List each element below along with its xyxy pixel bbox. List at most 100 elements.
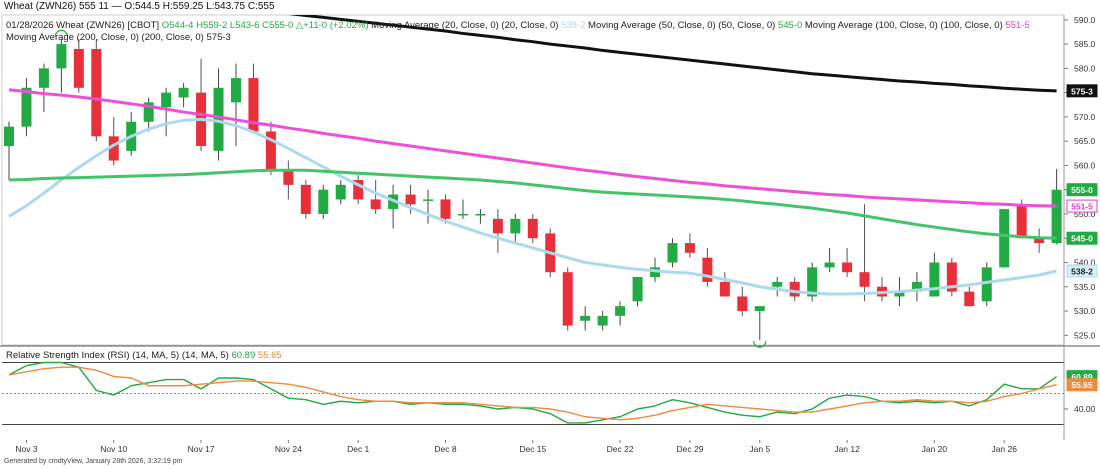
candle-down [859,272,870,287]
x-tick-label: Dec 29 [676,444,703,454]
x-tick-label: Dec 22 [607,444,634,454]
legend-part: Moving Average (200, Close, 0) (200, Clo… [6,32,204,43]
swing-high-marker [54,29,68,37]
candle-up [510,218,521,234]
chart-area[interactable]: Nov 3 Nov 10 Nov 17 Nov 24 Dec 1 Dec 8 Dec 15 D… [0,14,1100,458]
ma-line-1 [8,117,1057,296]
candle-up [161,92,172,108]
price-tick-label: 530.0 [1074,306,1096,316]
rsi-ma-line [8,366,1057,421]
candle-down [527,218,538,239]
rsi-lines [8,361,1058,424]
legend-part: O544-4 H559-2 L543-6 C555-0 △+11-0 (+2.0… [159,20,368,31]
moving-average-lines [8,15,1057,296]
candle-up [21,87,32,127]
candle-up [894,291,905,297]
price-tick-label: 525.0 [1074,330,1096,340]
value-tag-label: 551-5 [1071,202,1093,212]
price-legend-line-1: 01/28/2026 Wheat (ZWN26) [CBOT] O544-4 H… [6,20,1030,31]
price-tick-label: 585.0 [1074,39,1096,49]
x-tick-label: Jan 5 [749,444,770,454]
ma-line-4 [287,15,1057,93]
ma-line-3 [8,88,1057,208]
candle-down [562,272,573,326]
legend-part: 538-2 [558,20,585,31]
price-legend-line-2: Moving Average (200, Close, 0) (200, Clo… [6,32,231,43]
candle-down [1034,238,1045,244]
candle-up [475,213,486,216]
candle-down [737,296,748,312]
legend-part: 55.65 [255,350,281,361]
price-tick-label: 560.0 [1074,160,1096,170]
candle-down [492,218,503,234]
candle-down [789,281,800,297]
value-tag-label: 575-3 [1071,86,1093,96]
value-tag: 55.65 [1066,378,1098,392]
candle-up [1051,189,1062,244]
candle-up [824,262,835,268]
value-tag: 551-5 [1066,199,1098,213]
value-tag-label: 60.89 [1071,372,1093,382]
price-tick-label: 580.0 [1074,63,1096,73]
window-title: Wheat (ZWN26) 555 11 — O:544.5 H:559.25 … [4,1,275,12]
x-tick-label: Nov 24 [275,444,302,454]
candle-down [248,78,259,132]
candle-up [230,78,241,103]
value-tag-label: 538-2 [1071,266,1093,276]
x-tick-label: Dec 15 [519,444,546,454]
candle-up [143,102,154,122]
candle-up [911,281,922,292]
candle-up [632,277,643,302]
candle-up [38,68,49,88]
x-tick-label: Dec 1 [347,444,369,454]
candle-down [353,180,364,200]
candle-down [964,291,975,307]
candle-up [318,189,329,214]
candle-down [73,48,84,88]
candle-down [370,199,381,210]
candle-down [702,257,713,282]
rsi-line [8,361,1058,424]
candle-down [91,48,102,137]
candle-up [981,267,992,302]
candle-up [807,267,818,297]
candle-up [754,306,765,312]
candle-down [842,262,853,273]
price-pane-frame [1,14,1065,346]
value-tag: 575-3 [1066,84,1098,98]
footer-text: Generated by cmdtyView, January 28th 202… [4,458,183,465]
legend-part: Relative Strength Index (RSI) (14, MA, 5… [6,350,229,361]
legend-part: Moving Average (100, Close, 0) (100, Clo… [802,20,1002,31]
ma-line-2 [8,168,1057,240]
x-axis: Nov 3 Nov 10 Nov 17 Nov 24 Dec 1 Dec 8 Dec 15 D… [15,440,1017,454]
candle-down [405,194,416,205]
value-tag: 555-0 [1066,183,1098,197]
candle-down [440,199,451,219]
candle-up [56,44,67,69]
x-tick-label: Jan 26 [991,444,1017,454]
value-tag: 538-2 [1066,264,1098,278]
rsi-grid [2,362,1064,425]
legend-part: 575-3 [204,32,231,43]
candle-down [300,184,311,214]
legend-part: Moving Average (20, Close, 0) (20, Close… [369,20,559,31]
candle-down [719,281,730,297]
candle-up [178,87,189,98]
rsi-legend: Relative Strength Index (RSI) (14, MA, 5… [6,350,282,361]
legend-part: 551-5 [1003,20,1030,31]
candle-down [1016,204,1027,239]
price-tick-label: 535.0 [1074,282,1096,292]
value-tag-label: 545-0 [1071,234,1093,244]
legend-part: 01/28/2026 Wheat (ZWN26) [CBOT] [6,20,159,31]
x-tick-label: Jan 12 [834,444,860,454]
candle-down [265,131,276,171]
legend-part: 545-0 [775,20,802,31]
rsi-y-axis: 40.00 [1064,404,1096,414]
price-tick-label: 565.0 [1074,136,1096,146]
x-tick-label: Nov 17 [188,444,215,454]
legend-part: Moving Average (50, Close, 0) (50, Close… [585,20,775,31]
candle-up [457,213,468,216]
candle-down [946,262,957,292]
price-bars [4,29,1062,348]
